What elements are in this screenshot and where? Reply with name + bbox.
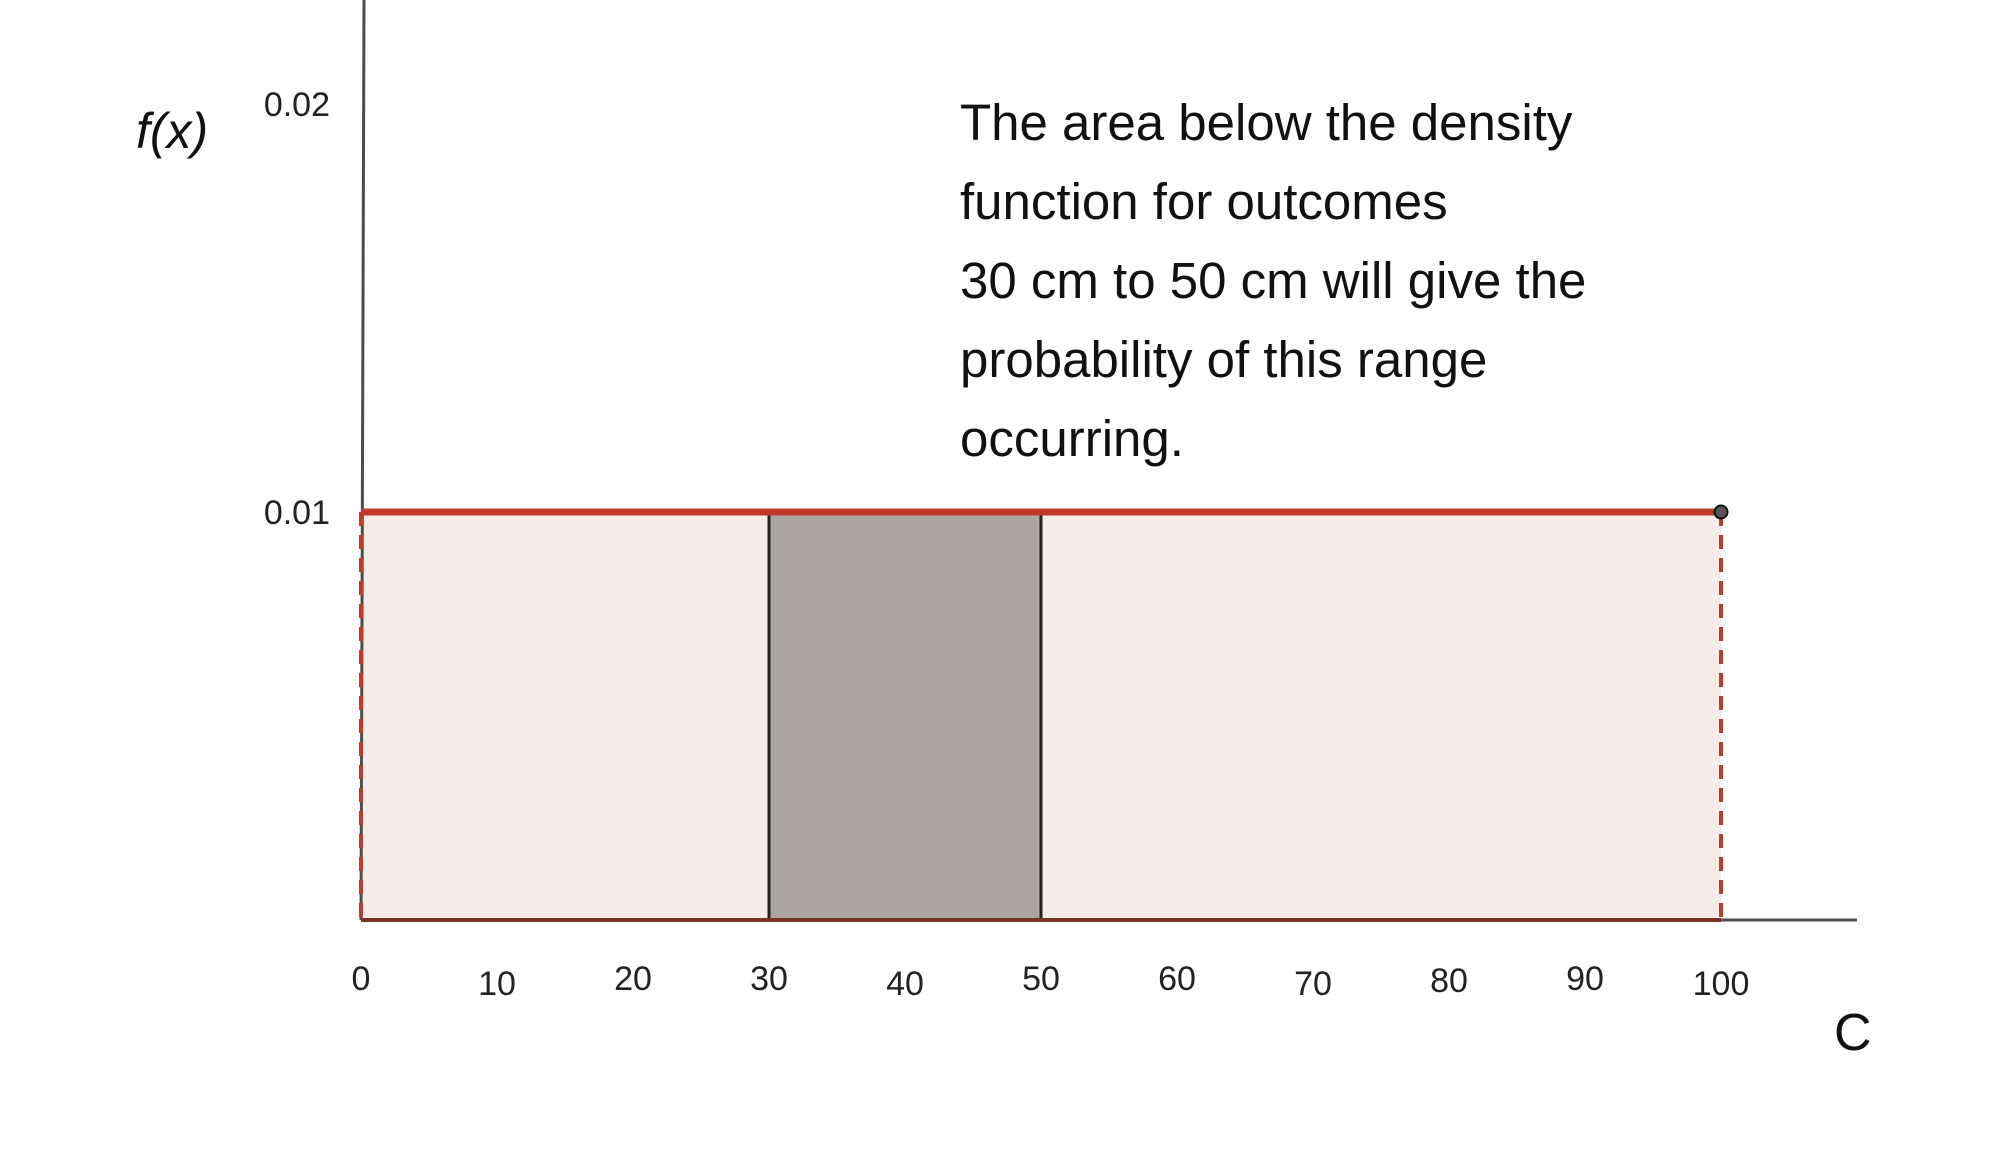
x-tick-label-90: 90 xyxy=(1566,960,1604,998)
x-tick-label-80: 80 xyxy=(1430,962,1468,1000)
y-tick-label-0-02: 0.02 xyxy=(264,86,330,124)
x-tick-label-70: 70 xyxy=(1294,965,1332,1003)
y-tick-labels: 0.01 0.02 xyxy=(264,86,330,532)
x-tick-labels: 0 10 20 30 40 50 60 70 80 90 100 xyxy=(352,960,1750,1003)
x-tick-label-40: 40 xyxy=(886,965,924,1003)
annotation-text: The area below the density function for … xyxy=(960,94,1601,467)
y-tick-label-0-01: 0.01 xyxy=(264,494,330,532)
annotation-line-4: probability of this range xyxy=(960,331,1487,388)
annotation-line-5: occurring. xyxy=(960,410,1184,467)
highlight-region-30-50 xyxy=(767,510,1043,922)
annotation-line-1: The area below the density xyxy=(960,94,1573,151)
plot-area xyxy=(359,0,1857,922)
x-tick-label-20: 20 xyxy=(614,960,652,998)
x-tick-label-10: 10 xyxy=(478,965,516,1003)
annotation-line-2: function for outcomes xyxy=(960,173,1448,230)
x-axis-label: C xyxy=(1834,1004,1872,1062)
x-tick-label-50: 50 xyxy=(1022,960,1060,998)
x-tick-label-60: 60 xyxy=(1158,960,1196,998)
x-tick-label-30: 30 xyxy=(750,960,788,998)
density-endpoint-point xyxy=(1713,504,1729,520)
y-axis-label: f(x) xyxy=(136,103,208,159)
x-tick-label-0: 0 xyxy=(352,960,371,998)
x-tick-label-100: 100 xyxy=(1693,965,1750,1003)
annotation-line-3: 30 cm to 50 cm will give the xyxy=(960,252,1586,309)
